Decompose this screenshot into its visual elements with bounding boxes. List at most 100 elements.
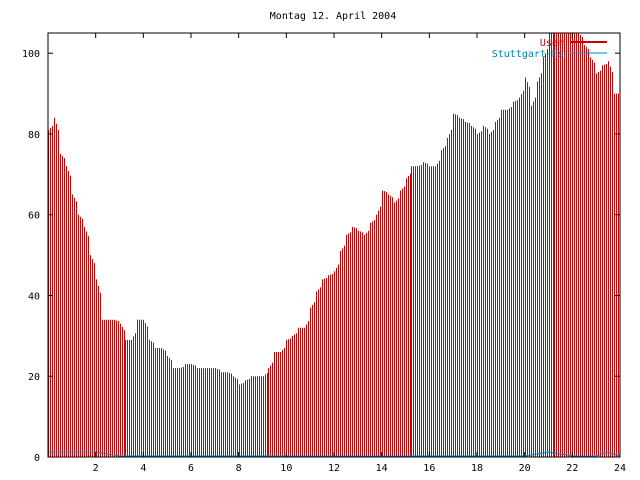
user-bar	[346, 232, 351, 457]
user-bar	[316, 287, 321, 457]
user-bar	[519, 90, 524, 457]
user-bar	[429, 166, 434, 457]
user-bar	[286, 338, 291, 457]
user-bar	[543, 49, 548, 457]
user-bar	[406, 173, 411, 457]
legend-label-user: User	[540, 38, 564, 49]
user-bar	[513, 100, 518, 457]
user-bar	[173, 368, 178, 457]
user-bar	[483, 125, 488, 457]
user-bar	[477, 131, 482, 457]
user-bar	[257, 376, 262, 457]
user-bar	[554, 33, 559, 457]
user-bar	[155, 347, 160, 457]
legend: User Stuttgart-Hs	[492, 38, 607, 60]
user-bar	[209, 368, 214, 457]
user-series-bars	[48, 33, 619, 457]
x-tick-label: 20	[519, 463, 531, 474]
user-bar	[328, 273, 333, 457]
user-bar	[137, 319, 142, 457]
user-bar	[423, 162, 428, 457]
user-bar	[167, 356, 172, 457]
chart-title: Montag 12. April 2004	[270, 11, 396, 22]
user-bar	[78, 214, 83, 457]
x-tick-label: 24	[614, 463, 626, 474]
user-bar	[459, 117, 464, 457]
user-bar	[239, 382, 244, 457]
user-bar	[537, 73, 542, 457]
user-bar	[108, 319, 113, 457]
user-bar	[370, 220, 375, 457]
y-tick-label: 100	[22, 49, 40, 60]
x-axis-ticks: 2 4 6 8 10 12 14 16 18 20 22 24	[93, 33, 626, 474]
user-bar	[531, 97, 536, 457]
user-bar	[441, 146, 446, 457]
user-bar	[280, 347, 285, 457]
user-bar	[120, 323, 125, 457]
stuttgart-line	[48, 451, 621, 457]
user-bar	[572, 33, 577, 457]
user-bar	[352, 226, 357, 457]
user-bar	[388, 194, 393, 457]
user-bar	[495, 117, 500, 457]
legend-label-stuttgart: Stuttgart-Hs	[492, 49, 564, 60]
user-bar	[304, 321, 309, 457]
user-bar	[203, 368, 208, 457]
user-bar	[263, 373, 268, 457]
user-bar	[251, 376, 256, 457]
user-bar	[489, 129, 494, 457]
user-bar	[614, 93, 619, 457]
x-tick-label: 2	[93, 463, 99, 474]
user-bar	[131, 333, 136, 457]
user-bar	[584, 45, 589, 457]
user-bar	[596, 70, 601, 457]
user-bar	[566, 33, 571, 457]
user-bar	[60, 154, 65, 457]
user-bar	[66, 166, 71, 457]
user-bar	[179, 366, 184, 457]
x-tick-label: 22	[566, 463, 578, 474]
user-bar	[84, 226, 89, 457]
user-bar	[197, 368, 202, 457]
y-tick-label: 80	[28, 130, 40, 141]
user-bar	[191, 364, 196, 457]
user-bar	[364, 230, 369, 457]
x-tick-label: 12	[328, 463, 340, 474]
user-bar	[268, 362, 273, 457]
y-axis-ticks: 0 20 40 60 80 100	[22, 49, 620, 464]
user-bar	[334, 264, 339, 457]
user-bar	[215, 368, 220, 457]
user-bar	[221, 372, 226, 457]
x-tick-label: 16	[423, 463, 435, 474]
user-bar	[340, 245, 345, 457]
user-bar	[525, 77, 530, 457]
user-bar	[507, 107, 512, 457]
user-bar	[578, 33, 583, 457]
user-bar	[417, 164, 422, 457]
y-tick-label: 40	[28, 291, 40, 302]
user-bar	[608, 61, 613, 457]
y-tick-label: 20	[28, 372, 40, 383]
user-bar	[447, 129, 452, 457]
user-bar	[274, 352, 279, 457]
user-bar	[322, 277, 327, 457]
user-bar	[114, 319, 119, 457]
y-tick-label: 60	[28, 211, 40, 222]
user-bar	[298, 327, 303, 457]
user-bar	[185, 364, 190, 457]
y-tick-label: 0	[34, 453, 40, 464]
user-bar	[233, 376, 238, 457]
user-bar	[394, 198, 399, 457]
x-tick-label: 14	[376, 463, 388, 474]
user-bar	[358, 230, 363, 457]
user-bar	[292, 333, 297, 457]
user-bar	[400, 186, 405, 457]
x-tick-label: 4	[140, 463, 146, 474]
stuttgart-series-bars	[48, 451, 621, 457]
user-bar	[54, 117, 59, 457]
user-bar	[411, 166, 416, 457]
user-bar	[161, 347, 166, 457]
user-bar	[560, 33, 565, 457]
user-bar	[72, 194, 77, 457]
user-bar	[245, 378, 250, 457]
